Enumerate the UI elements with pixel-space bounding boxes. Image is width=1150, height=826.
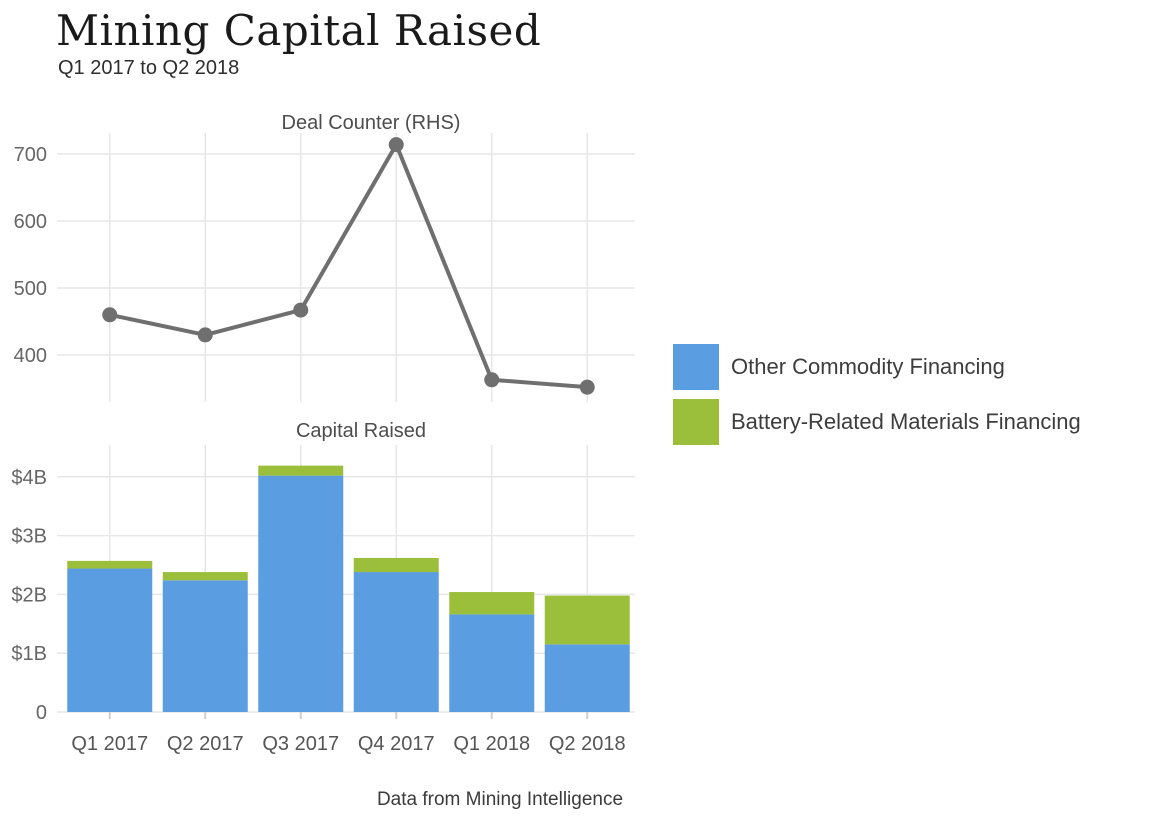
x-tick-label: Q1 2018 bbox=[453, 733, 530, 755]
y-tick-label: $3B bbox=[11, 526, 47, 548]
page-title: Mining Capital Raised bbox=[56, 6, 542, 55]
page-subtitle: Q1 2017 to Q2 2018 bbox=[58, 57, 240, 79]
x-tick-label: Q1 2017 bbox=[71, 733, 148, 755]
bar-segment-battery-materials bbox=[258, 465, 344, 476]
deal-counter-line bbox=[109, 142, 588, 390]
legend: Other Commodity Financing Battery-Relate… bbox=[673, 344, 1143, 454]
legend-label: Other Commodity Financing bbox=[731, 354, 1005, 379]
bar-segment-battery-materials bbox=[67, 560, 153, 569]
y-tick-label: $4B bbox=[11, 467, 47, 489]
x-tick-label: Q3 2017 bbox=[262, 733, 339, 755]
deal-counter-point bbox=[197, 327, 213, 343]
bar-segment-battery-materials bbox=[449, 592, 535, 615]
data-source-caption: Data from Mining Intelligence bbox=[376, 789, 624, 810]
bar-segment-other-commodity bbox=[544, 644, 630, 712]
bar-segment-battery-materials bbox=[162, 572, 248, 581]
y-tick-label: 700 bbox=[14, 144, 47, 166]
y-tick-label: $2B bbox=[11, 584, 47, 606]
other-commodity-swatch-icon bbox=[673, 344, 719, 390]
x-tick-label: Q2 2018 bbox=[549, 733, 626, 755]
deal-counter-point bbox=[388, 137, 404, 153]
x-tick-label: Q2 2017 bbox=[167, 733, 244, 755]
bar-segment-battery-materials bbox=[544, 595, 630, 645]
legend-item-battery-materials: Battery-Related Materials Financing bbox=[673, 399, 1143, 445]
bar-segment-battery-materials bbox=[353, 557, 439, 573]
deal-counter-point bbox=[293, 302, 309, 318]
deal-counter-chart-title: Deal Counter (RHS) bbox=[281, 112, 461, 134]
capital-raised-chart: 0 $1B $2B $3B $4B Q1 2017 Q2 2017 Q3 2017 Q4 201… bbox=[11, 445, 635, 755]
bar-segment-other-commodity bbox=[449, 614, 535, 712]
y-tick-label: 0 bbox=[36, 702, 47, 724]
bar-segment-other-commodity bbox=[353, 572, 439, 712]
y-tick-label: 400 bbox=[14, 345, 47, 367]
y-tick-label: $1B bbox=[11, 643, 47, 665]
capital-raised-chart-title: Capital Raised bbox=[295, 420, 427, 442]
deal-counter-chart: 400 500 600 700 bbox=[14, 133, 635, 402]
y-tick-label: 600 bbox=[14, 211, 47, 233]
y-tick-label: 500 bbox=[14, 278, 47, 300]
deal-counter-point bbox=[579, 379, 595, 395]
bar-segment-other-commodity bbox=[67, 568, 153, 712]
bar-segment-other-commodity bbox=[258, 475, 344, 712]
x-tick-label: Q4 2017 bbox=[358, 733, 435, 755]
legend-item-other-commodity: Other Commodity Financing bbox=[673, 344, 1143, 390]
bar-segment-other-commodity bbox=[162, 580, 248, 712]
legend-label: Battery-Related Materials Financing bbox=[731, 409, 1081, 434]
deal-counter-point bbox=[102, 307, 118, 323]
battery-materials-swatch-icon bbox=[673, 399, 719, 445]
deal-counter-point bbox=[484, 372, 500, 388]
